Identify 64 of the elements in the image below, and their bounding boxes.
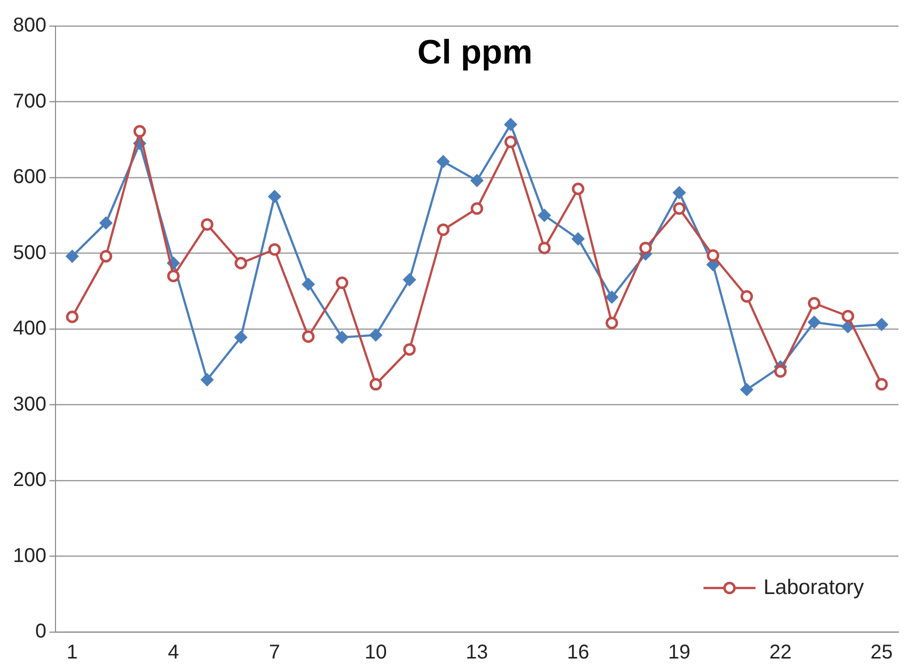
point — [606, 316, 618, 330]
point — [133, 125, 146, 138]
x-tick-label: 13 — [466, 642, 488, 664]
point — [268, 190, 282, 203]
point — [436, 155, 450, 168]
point — [673, 202, 686, 215]
x-tick-label: 4 — [168, 642, 179, 664]
y-tick-label: 200 — [12, 469, 46, 492]
point — [639, 242, 652, 254]
point — [504, 136, 517, 148]
point — [302, 330, 315, 343]
y-tick-label: 600 — [12, 166, 46, 188]
point — [234, 256, 248, 270]
point — [66, 250, 79, 263]
x-tick-label: 19 — [668, 642, 690, 664]
point — [369, 328, 382, 342]
legend-label: Laboratory — [764, 576, 864, 599]
point — [200, 218, 214, 231]
x-tick-label: 16 — [566, 642, 590, 664]
y-tick-label: 500 — [12, 242, 46, 264]
point — [808, 296, 820, 310]
y-tick-label: 800 — [12, 14, 46, 37]
point — [99, 216, 112, 230]
point — [774, 365, 787, 378]
point — [436, 224, 450, 236]
point — [538, 208, 551, 222]
y-tick-label: 100 — [12, 544, 46, 567]
point — [572, 232, 585, 246]
x-tick-label: 25 — [870, 642, 893, 664]
point — [605, 290, 618, 304]
point — [402, 273, 416, 286]
point — [200, 373, 214, 386]
point — [302, 278, 315, 291]
point — [470, 174, 484, 188]
point — [336, 276, 348, 290]
x-tick-label: 10 — [364, 642, 387, 664]
chart-title: Cl ppm — [417, 33, 533, 72]
point — [403, 343, 416, 356]
point — [234, 330, 248, 344]
point — [808, 316, 821, 329]
point — [672, 186, 686, 200]
point — [370, 378, 382, 391]
point — [100, 250, 112, 263]
y-tick-label: 300 — [12, 393, 46, 416]
point — [504, 118, 518, 131]
point — [842, 310, 854, 322]
point — [875, 318, 888, 331]
point — [268, 243, 281, 256]
point — [572, 182, 584, 196]
y-tick-label: 700 — [12, 90, 46, 112]
point — [538, 242, 551, 254]
x-tick-label: 22 — [769, 642, 792, 664]
point — [875, 378, 888, 391]
point — [66, 310, 78, 324]
point — [167, 270, 180, 282]
x-tick-label: 1 — [66, 642, 78, 664]
x-tick-label: 7 — [269, 642, 280, 664]
point — [336, 330, 349, 344]
point — [740, 383, 754, 396]
y-tick-label: 0 — [35, 620, 46, 643]
point — [740, 290, 753, 303]
point — [706, 249, 720, 262]
y-tick-label: 400 — [12, 318, 46, 340]
point — [470, 202, 484, 215]
